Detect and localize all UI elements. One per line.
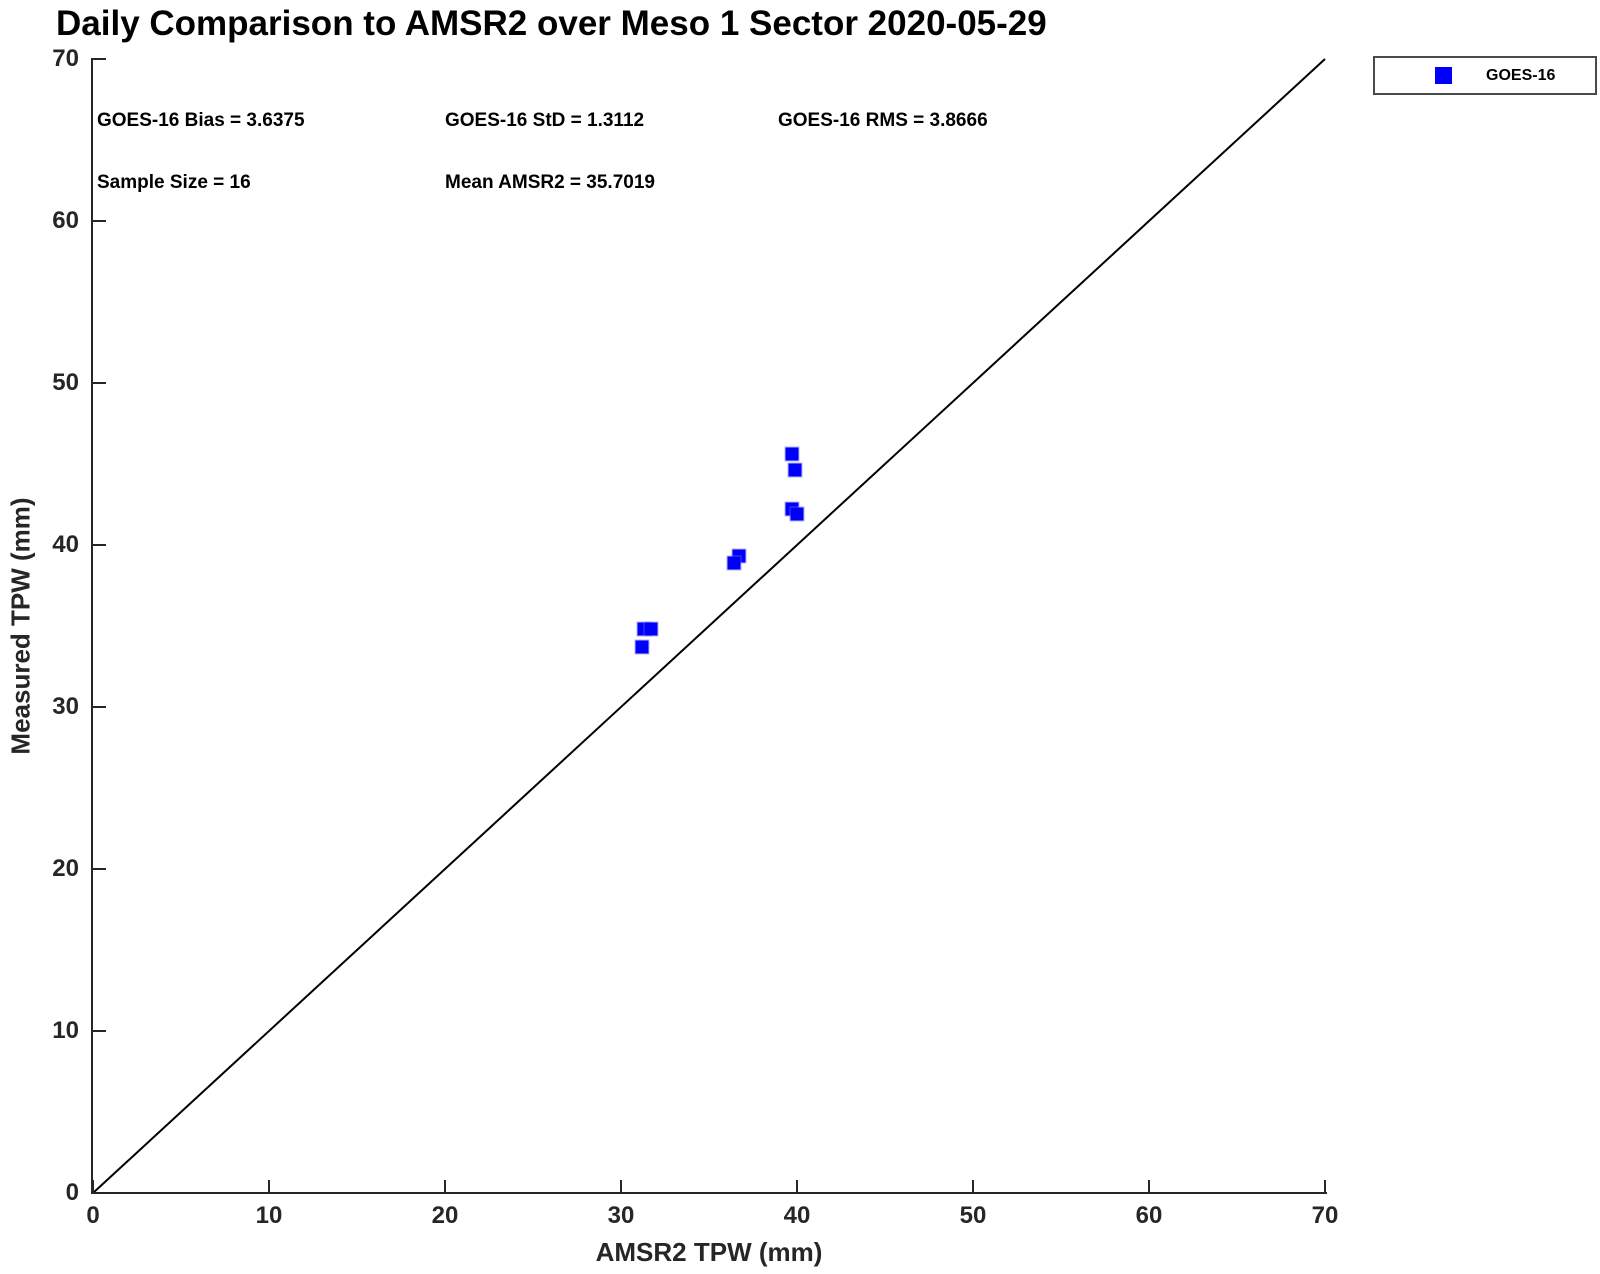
legend-label: GOES-16: [1486, 66, 1556, 84]
x-tick-label: 50: [959, 1202, 987, 1229]
x-axis-label: AMSR2 TPW (mm): [595, 1237, 823, 1267]
x-tick-mark: [268, 1180, 270, 1193]
stat-mean-amsr2: Mean AMSR2 = 35.7019: [445, 172, 655, 193]
y-tick-mark: [93, 58, 106, 60]
data-point: [727, 556, 741, 570]
x-tick-label: 60: [1135, 1202, 1163, 1229]
x-tick-mark: [1324, 1180, 1326, 1193]
data-point: [635, 640, 649, 654]
y-tick-mark: [93, 1192, 106, 1194]
x-tick-mark: [92, 1180, 94, 1193]
x-axis-line: [91, 1192, 1327, 1194]
x-tick-mark: [620, 1180, 622, 1193]
y-tick-label: 50: [52, 369, 79, 396]
x-tick-label: 40: [783, 1202, 811, 1229]
y-tick-mark: [93, 220, 106, 222]
stat-bias: GOES-16 Bias = 3.6375: [97, 110, 305, 131]
x-tick-label: 70: [1311, 1202, 1339, 1229]
y-axis-line: [91, 58, 93, 1194]
x-tick-label: 10: [255, 1202, 283, 1229]
y-tick-label: 40: [52, 531, 79, 558]
y-tick-label: 20: [52, 855, 79, 882]
data-point: [788, 463, 802, 477]
x-tick-mark: [972, 1180, 974, 1193]
chart-title: Daily Comparison to AMSR2 over Meso 1 Se…: [56, 4, 1047, 43]
x-tick-mark: [1148, 1180, 1150, 1193]
data-point: [790, 507, 804, 521]
x-tick-label: 20: [431, 1202, 459, 1229]
reference-line-svg: [93, 59, 1325, 1193]
y-tick-mark: [93, 868, 106, 870]
y-tick-labels: 0 10 20 30 40 50 60 70: [0, 45, 79, 1206]
x-tick-label: 0: [86, 1202, 100, 1229]
one-to-one-line: [93, 59, 1325, 1193]
legend: GOES-16: [1373, 56, 1597, 95]
stat-sample-size: Sample Size = 16: [97, 172, 251, 193]
data-point: [785, 447, 799, 461]
y-tick-mark: [93, 544, 106, 546]
y-axis-label: Measured TPW (mm): [5, 497, 36, 755]
x-tick-mark: [444, 1180, 446, 1193]
y-tick-mark: [93, 706, 106, 708]
x-tick-mark: [796, 1180, 798, 1193]
y-tick-label: 60: [52, 207, 79, 234]
y-tick-mark: [93, 1030, 106, 1032]
stat-std: GOES-16 StD = 1.3112: [445, 110, 645, 131]
y-tick-label: 70: [52, 45, 79, 72]
y-tick-label: 0: [65, 1179, 79, 1206]
plot-area: [93, 59, 1325, 1193]
y-tick-label: 30: [52, 693, 79, 720]
x-tick-label: 30: [607, 1202, 635, 1229]
stat-rms: GOES-16 RMS = 3.8666: [778, 110, 988, 131]
y-tick-mark: [93, 382, 106, 384]
x-tick-labels: 0 10 20 30 40 50 60 70: [86, 1202, 1338, 1232]
square-marker-icon: [1435, 67, 1452, 84]
y-tick-label: 10: [52, 1017, 79, 1044]
data-point: [644, 622, 658, 636]
